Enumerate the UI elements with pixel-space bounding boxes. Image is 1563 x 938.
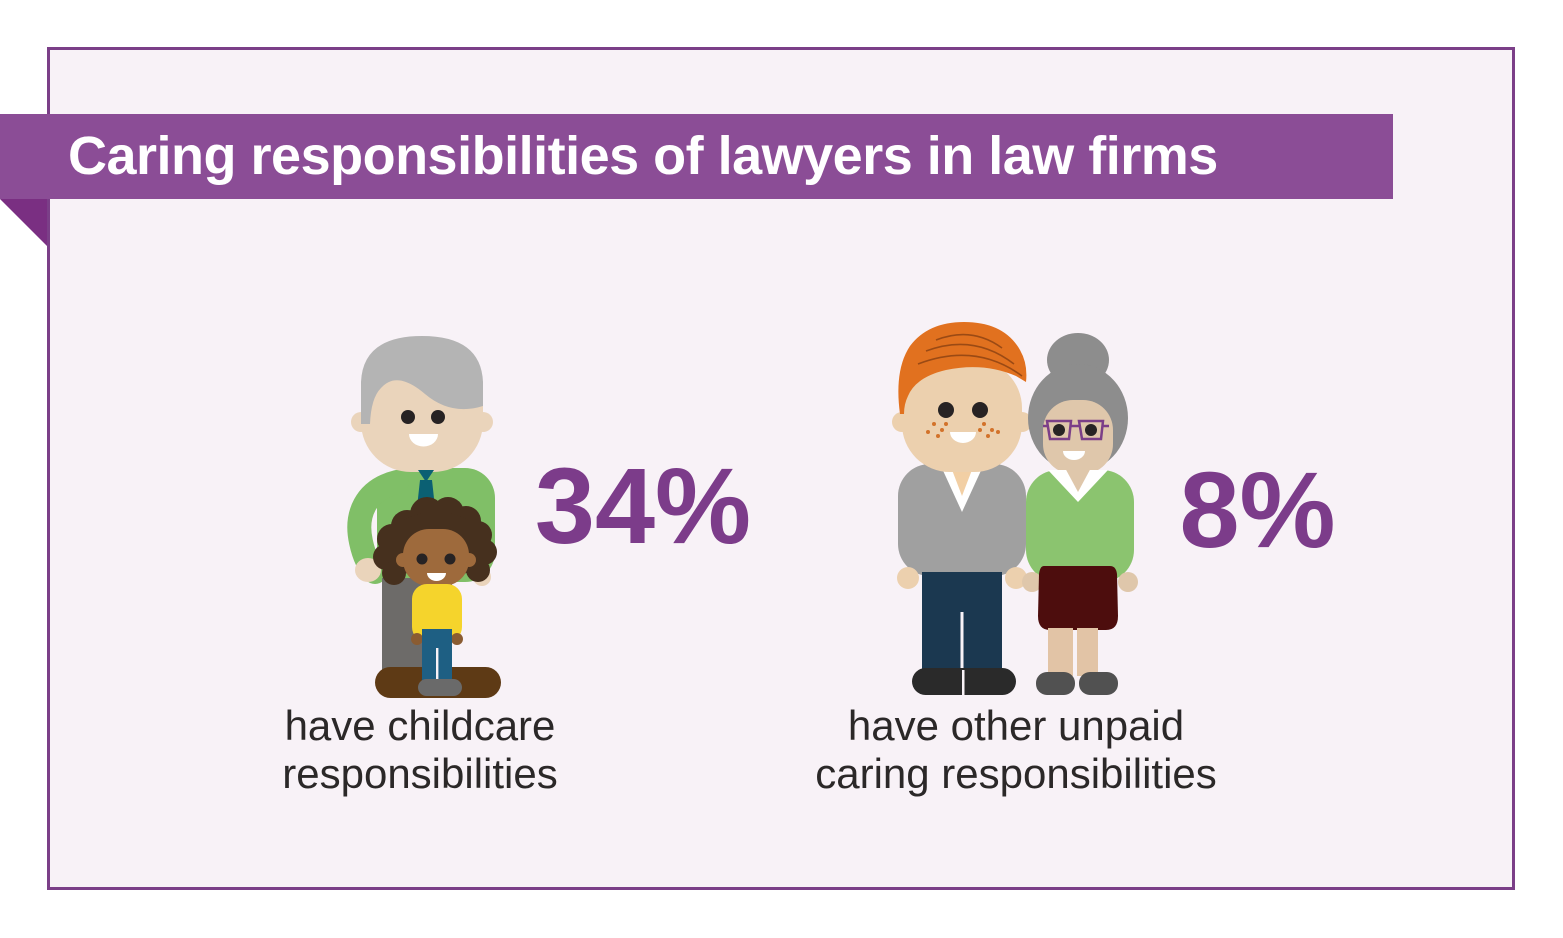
elderly-couple-illustration — [880, 320, 1140, 700]
banner-fold — [0, 199, 47, 246]
woman-figure — [1022, 333, 1138, 695]
red-hair — [898, 322, 1027, 414]
smile — [409, 434, 438, 447]
smile — [427, 573, 446, 581]
stat-value-other-caring: 8% — [1179, 449, 1336, 570]
shoes — [418, 679, 462, 696]
page-title: Caring responsibilities of lawyers in la… — [68, 126, 1218, 186]
stat-caption-other-caring: have other unpaid caring responsibilitie… — [786, 702, 1246, 798]
grey-sweater — [898, 464, 1026, 576]
glasses — [1043, 419, 1109, 441]
caption-line: caring responsibilities — [815, 750, 1217, 797]
maroon-skirt — [1038, 566, 1118, 630]
shoes — [1036, 672, 1075, 695]
yellow-sweater — [412, 584, 462, 642]
title-banner: Caring responsibilities of lawyers in la… — [0, 114, 1393, 199]
grey-hair — [361, 336, 483, 424]
freckles — [926, 422, 1000, 438]
smile — [1063, 451, 1085, 460]
caption-line: responsibilities — [282, 750, 558, 797]
stat-value-childcare: 34% — [534, 445, 752, 566]
man-with-child-illustration — [335, 330, 505, 705]
caption-line: have childcare — [284, 702, 556, 749]
stat-caption-childcare: have childcare responsibilities — [245, 702, 595, 798]
smile — [950, 432, 976, 443]
green-sweater — [1026, 470, 1134, 582]
man-figure — [892, 322, 1032, 695]
child-figure — [373, 497, 497, 696]
hair-comb-lines — [917, 333, 1023, 377]
grandfather-head — [351, 336, 493, 472]
caption-line: have other unpaid — [847, 702, 1185, 749]
